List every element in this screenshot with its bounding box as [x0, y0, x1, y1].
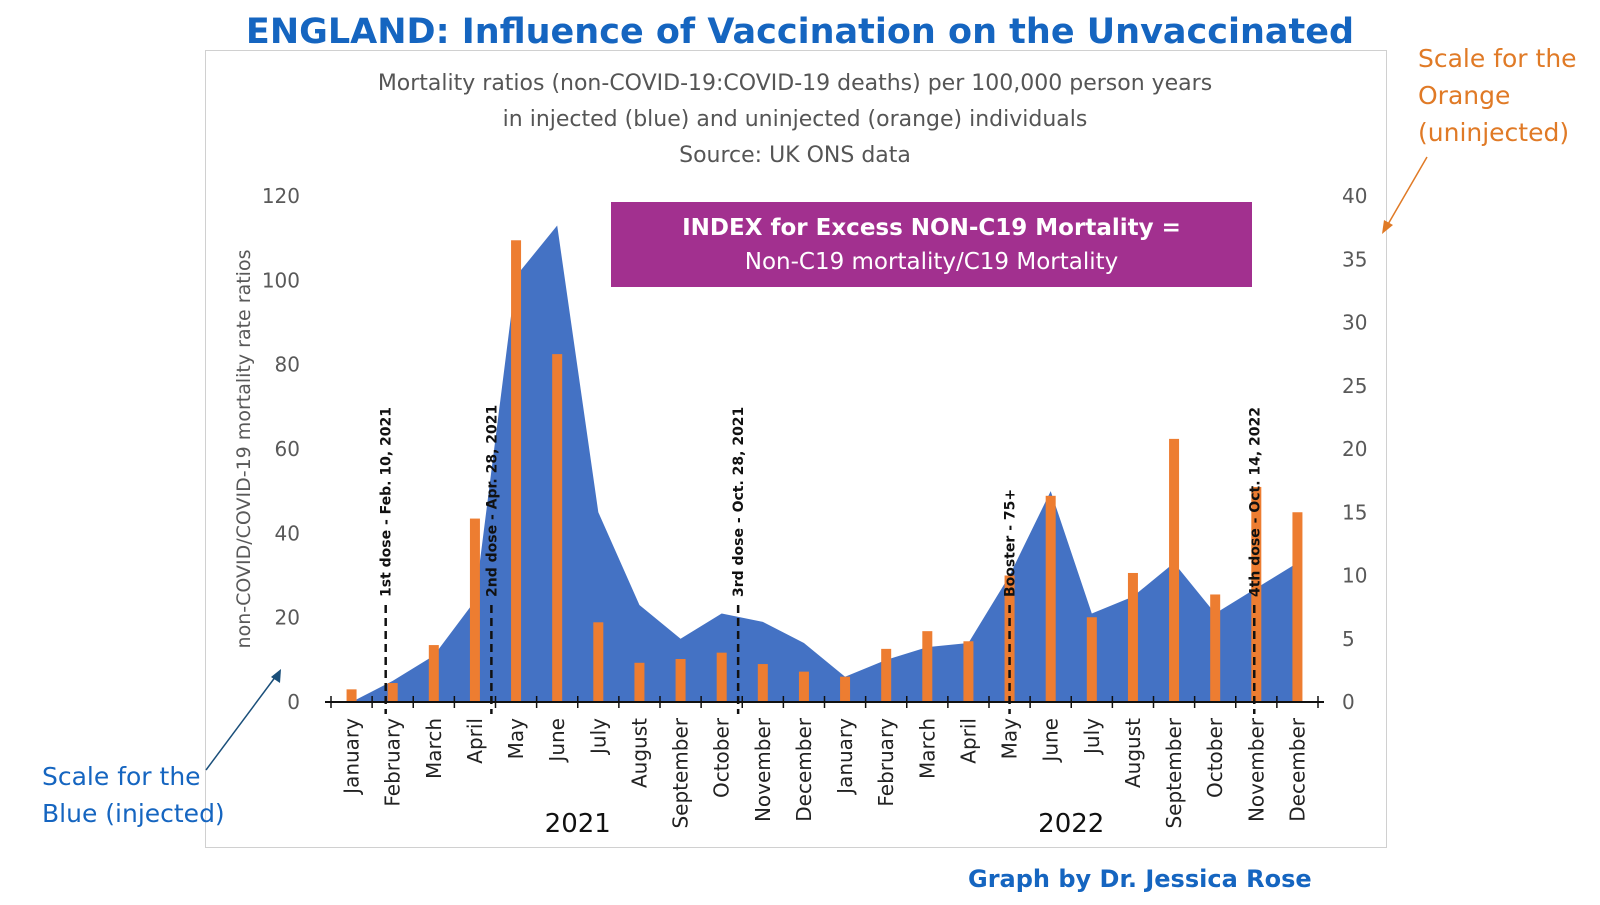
dose-marker-label: 4th dose - Oct. 14, 2022 — [1247, 407, 1263, 597]
uninjected-bar — [675, 658, 686, 702]
month-label: August — [627, 718, 651, 788]
y-right-tick-label: 0 — [1342, 690, 1355, 714]
y-right-tick-label: 40 — [1342, 184, 1367, 208]
uninjected-bar — [963, 641, 974, 702]
index-box-line-2: Non-C19 mortality/C19 Mortality — [744, 249, 1119, 275]
y-right-tick-label: 25 — [1342, 374, 1367, 398]
month-label: April — [956, 718, 980, 764]
month-label: June — [545, 718, 569, 764]
y-axis-title: non-COVID/COVID-19 mortality rate ratios — [233, 250, 255, 649]
year-label: 2021 — [545, 809, 611, 839]
uninjected-bar — [1086, 617, 1097, 702]
orange-note-line-3: (uninjected) — [1418, 118, 1570, 147]
y-right-tick-label: 15 — [1342, 500, 1367, 524]
uninjected-bar — [511, 240, 522, 702]
orange-note-line-2: Orange — [1418, 81, 1511, 110]
orange-note-line-1: Scale for the — [1418, 44, 1577, 73]
y-right-tick-label: 35 — [1342, 247, 1367, 271]
blue-note-arrow-head — [271, 669, 281, 683]
month-label: November — [1244, 717, 1268, 822]
injected-area-series — [351, 225, 1298, 702]
month-label: December — [1285, 717, 1309, 821]
subtitle-line-1: Mortality ratios (non-COVID-19:COVID-19 … — [377, 71, 1213, 96]
y-left-tick-label: 20 — [275, 606, 300, 630]
subtitle-line-3: Source: UK ONS data — [679, 143, 911, 168]
month-label: September — [1162, 717, 1186, 828]
uninjected-bar — [469, 518, 480, 702]
credit-text: Graph by Dr. Jessica Rose — [968, 865, 1312, 893]
month-label: October — [710, 717, 734, 798]
uninjected-bar — [881, 648, 892, 702]
uninjected-bar — [346, 689, 357, 702]
dose-marker-label: 1st dose - Feb. 10, 2021 — [379, 407, 395, 597]
month-label: January — [833, 718, 857, 796]
uninjected-bar — [840, 676, 851, 702]
uninjected-bar — [593, 622, 604, 702]
year-label: 2022 — [1038, 809, 1104, 839]
month-label: February — [381, 718, 405, 807]
month-label: November — [751, 717, 775, 822]
chart-frame — [205, 50, 1387, 848]
index-box: INDEX for Excess NON-C19 Mortality = Non… — [611, 202, 1252, 287]
y-right-tick-label: 5 — [1342, 627, 1355, 651]
uninjected-bar — [552, 354, 563, 702]
month-label: May — [504, 718, 528, 760]
dose-marker-label: Booster - 75+ — [1003, 489, 1019, 597]
month-label: July — [586, 718, 610, 756]
month-label: July — [1080, 718, 1104, 756]
uninjected-bar — [1251, 486, 1262, 702]
uninjected-bar — [757, 664, 768, 702]
month-label: January — [340, 718, 364, 796]
uninjected-bar — [1292, 512, 1303, 702]
y-right-tick-label: 20 — [1342, 437, 1367, 461]
y-left-tick-label: 100 — [262, 268, 300, 292]
uninjected-bar — [1045, 495, 1056, 702]
y-left-tick-label: 60 — [275, 437, 300, 461]
orange-scale-note: Scale for the Orange (uninjected) — [1418, 40, 1577, 151]
chart-subtitle: Mortality ratios (non-COVID-19:COVID-19 … — [205, 66, 1385, 174]
month-label: March — [422, 718, 446, 779]
dose-marker-label: 2nd dose - Apr. 28, 2021 — [484, 405, 500, 597]
month-label: September — [669, 717, 693, 828]
uninjected-bar — [716, 652, 727, 702]
uninjected-bar — [1169, 438, 1180, 702]
blue-note-line-2: Blue (injected) — [42, 799, 225, 828]
uninjected-bar — [798, 671, 809, 702]
uninjected-bar — [634, 662, 645, 702]
orange-note-arrow-head — [1382, 220, 1393, 234]
blue-note-line-1: Scale for the — [42, 762, 201, 791]
orange-note-arrow-line — [1386, 156, 1428, 227]
uninjected-bar — [387, 683, 398, 702]
month-label: February — [874, 718, 898, 807]
month-label: May — [998, 718, 1022, 760]
uninjected-bar — [922, 631, 933, 702]
month-label: October — [1203, 717, 1227, 798]
y-right-tick-label: 30 — [1342, 311, 1367, 335]
month-label: August — [1121, 718, 1145, 788]
month-label: April — [463, 718, 487, 764]
y-left-tick-label: 0 — [287, 690, 300, 714]
dose-marker-label: 3rd dose - Oct. 28, 2021 — [731, 407, 747, 597]
y-right-tick-label: 10 — [1342, 564, 1367, 588]
y-left-tick-label: 40 — [275, 521, 300, 545]
main-title: ENGLAND: Influence of Vaccination on the… — [245, 12, 1355, 52]
y-left-tick-label: 80 — [275, 353, 300, 377]
month-label: December — [792, 717, 816, 821]
blue-note-arrow-line — [205, 675, 277, 771]
month-label: March — [915, 718, 939, 779]
y-left-tick-label: 120 — [262, 184, 300, 208]
uninjected-bar — [1127, 572, 1138, 702]
uninjected-bar — [1210, 594, 1221, 702]
index-box-line-1: INDEX for Excess NON-C19 Mortality = — [682, 215, 1181, 241]
month-label: June — [1039, 718, 1063, 764]
subtitle-line-2: in injected (blue) and uninjected (orang… — [502, 107, 1088, 132]
blue-scale-note: Scale for the Blue (injected) — [42, 758, 225, 832]
uninjected-bar — [428, 645, 439, 702]
